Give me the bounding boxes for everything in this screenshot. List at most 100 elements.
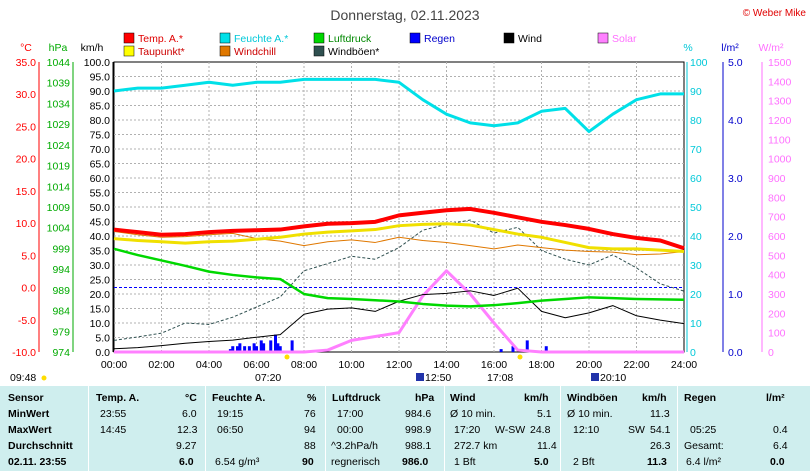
solar-tick-label: 800 [768, 192, 786, 204]
pressure-tick-label: 1029 [47, 119, 71, 131]
sun-marker [284, 354, 290, 360]
stat-max-hum-time: 06:50 [217, 424, 244, 436]
wind-tick-label: 65.0 [90, 159, 111, 171]
stat-min-press-time: 17:00 [337, 408, 364, 420]
series-line-luftdruck [113, 247, 685, 308]
pressure-tick-label: 979 [52, 326, 70, 338]
humidity-tick-label: 10 [690, 318, 702, 330]
stat-avg-temp: 9.27 [176, 440, 197, 452]
wind-tick-label: 55.0 [90, 188, 111, 200]
stat-header-gust: Windböen [567, 392, 618, 404]
pressure-tick-label: 1034 [47, 98, 71, 110]
stat-header-rain-unit: l/m² [766, 392, 785, 404]
stat-current-press: 986.0 [402, 456, 429, 468]
legend-swatch [597, 32, 609, 44]
pressure-tick-label: 974 [52, 347, 70, 359]
wind-tick-label: 60.0 [90, 173, 111, 185]
wind-tick-label: 50.0 [90, 202, 111, 214]
temp-tick-label: 10.0 [16, 218, 37, 230]
x-tick-label: 08:00 [291, 359, 317, 371]
stat-current-rain: 0.0 [770, 456, 785, 468]
stat-avg-press-trend: ^3.2hPa/h [331, 440, 378, 452]
stat-avg-press: 988.1 [405, 440, 432, 452]
legend-label: Solar [612, 33, 637, 45]
stat-current-wind-bft: 1 Bft [454, 456, 476, 468]
credit-label: © Weber Mike [743, 8, 807, 19]
temp-tick-label: -5.0 [18, 315, 36, 327]
x-tick-label: 10:00 [338, 359, 364, 371]
rain-bar [511, 346, 515, 352]
legend-swatch [219, 32, 231, 44]
stat-current-gust: 11.3 [647, 456, 667, 468]
stat-max-press: 998.9 [405, 424, 432, 436]
axis-unit-label: W/m² [758, 42, 784, 54]
legend-swatch [409, 32, 421, 44]
stat-header-press: Luftdruck [332, 392, 381, 404]
humidity-tick-label: 0 [690, 347, 696, 359]
stat-max-label: MaxWert [8, 424, 52, 436]
wind-tick-label: 90.0 [90, 86, 111, 98]
rain-bar [525, 340, 529, 352]
stat-current-press-trend: regnerisch [331, 456, 381, 468]
wind-tick-label: 45.0 [90, 217, 111, 229]
rain-bar [252, 343, 256, 352]
rain-bar [274, 334, 277, 352]
solar-tick-label: 1300 [768, 96, 792, 108]
series-line-windchill [113, 230, 685, 256]
humidity-tick-label: 80 [690, 115, 702, 127]
stat-avg-rain-label: Gesamt: [684, 440, 724, 452]
rain-tick-label: 5.0 [728, 57, 743, 69]
solar-tick-label: 300 [768, 289, 786, 301]
humidity-tick-label: 60 [690, 173, 702, 185]
pressure-tick-label: 1004 [47, 223, 71, 235]
wind-tick-label: 75.0 [90, 130, 111, 142]
stat-avg-hum: 88 [304, 440, 316, 452]
solar-tick-label: 1400 [768, 76, 792, 88]
stat-current-temp: 6.0 [179, 456, 194, 468]
legend-swatch [123, 32, 135, 44]
legend-label: Temp. A.* [138, 33, 183, 45]
sun-icon [41, 375, 47, 381]
x-tick-label: 16:00 [481, 359, 507, 371]
stat-header-sensor: Sensor [8, 392, 44, 404]
pressure-tick-label: 984 [52, 306, 70, 318]
stat-avg-label: Durchschnitt [8, 440, 73, 452]
stat-max-gust-time: 12:10 [573, 424, 600, 436]
series-line-solar [114, 269, 684, 354]
solar-tick-label: 1000 [768, 154, 792, 166]
rain-tick-label: 2.0 [728, 231, 743, 243]
humidity-tick-label: 20 [690, 289, 702, 301]
legend-label: Luftdruck [328, 33, 372, 45]
solar-tick-label: 100 [768, 328, 786, 340]
stat-header-hum: Feuchte A. [212, 392, 266, 404]
rain-tick-label: 4.0 [728, 115, 743, 127]
x-tick-label: 12:00 [386, 359, 412, 371]
stat-header-rain: Regen [684, 392, 717, 404]
wind-tick-label: 0.0 [95, 347, 110, 359]
stat-avg-rain: 6.4 [773, 440, 788, 452]
wind-tick-label: 100.0 [84, 57, 110, 69]
humidity-tick-label: 70 [690, 144, 702, 156]
stat-max-hum: 94 [304, 424, 316, 436]
legend-swatch [123, 45, 135, 57]
rain-tick-label: 1.0 [728, 289, 743, 301]
solar-tick-label: 400 [768, 270, 786, 282]
stat-min-hum-time: 19:15 [217, 408, 244, 420]
stat-current-gust-bft: 2 Bft [573, 456, 595, 468]
legend-label: Regen [424, 33, 455, 45]
stat-min-wind-label: Ø 10 min. [450, 408, 496, 420]
humidity-tick-label: 30 [690, 260, 702, 272]
legend-label: Taupunkt* [138, 46, 185, 58]
stat-header-gust-unit: km/h [642, 392, 667, 404]
wind-tick-label: 85.0 [90, 101, 111, 113]
rain-tick-label: 3.0 [728, 173, 743, 185]
temp-tick-label: 5.0 [21, 250, 36, 262]
stat-header-wind-unit: km/h [524, 392, 549, 404]
stat-avg-wind: 11.4 [537, 440, 557, 452]
stat-min-label: MinWert [8, 408, 50, 420]
temp-tick-label: 0.0 [21, 283, 36, 295]
solar-tick-label: 500 [768, 250, 786, 262]
event-time-label: 12:50 [425, 372, 451, 384]
stat-min-wind: 5.1 [537, 408, 552, 420]
pressure-tick-label: 1024 [47, 140, 71, 152]
